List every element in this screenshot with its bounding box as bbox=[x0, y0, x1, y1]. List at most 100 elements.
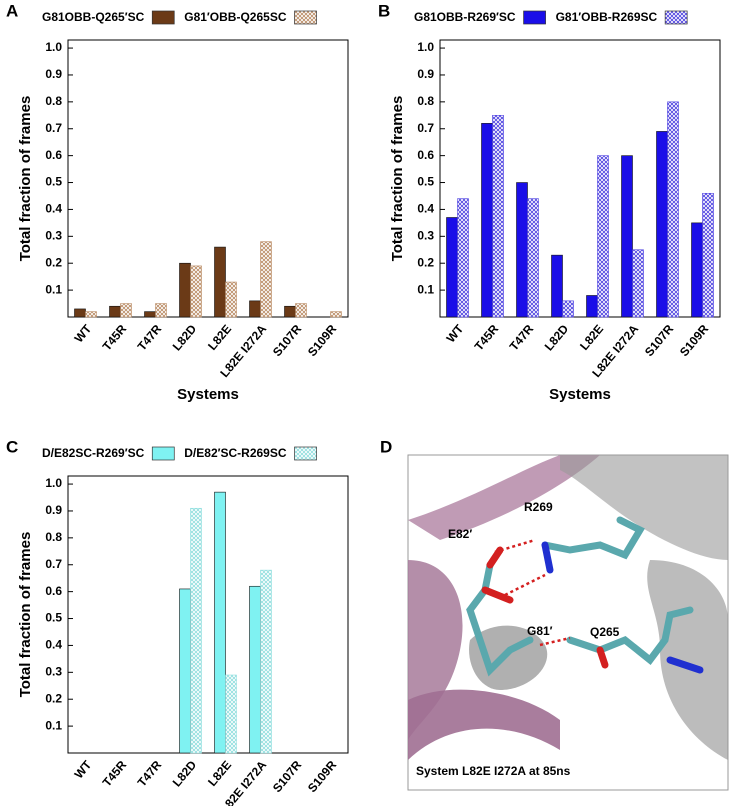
y-tick-label: 0.1 bbox=[45, 282, 62, 296]
bar bbox=[702, 192, 714, 318]
y-tick-label: 0.9 bbox=[45, 503, 62, 517]
x-tick-label: T45R bbox=[100, 322, 130, 354]
structure-panel: D E82′ R269 G81′ Q265 System L82E I272A at 85… bbox=[380, 437, 729, 791]
bar bbox=[330, 311, 342, 318]
bar bbox=[691, 222, 703, 318]
legend-swatch bbox=[294, 446, 317, 461]
x-tick-label: WT bbox=[72, 321, 95, 345]
y-tick-label: 0.9 bbox=[417, 67, 434, 81]
bar bbox=[214, 491, 226, 754]
plot-frame bbox=[67, 475, 349, 754]
x-tick-label: T45R bbox=[472, 322, 502, 354]
x-axis-label: Systems bbox=[549, 386, 611, 403]
bar bbox=[155, 303, 167, 318]
residue-label: E82′ bbox=[448, 527, 472, 541]
y-tick-label: 0.8 bbox=[417, 94, 434, 108]
y-tick-label: 0.4 bbox=[417, 202, 434, 216]
residue-label: G81′ bbox=[527, 624, 553, 638]
hbonds bbox=[494, 538, 571, 647]
x-tick-label: S109R bbox=[305, 758, 340, 795]
legend-label: G81OBB-R269′SC bbox=[414, 10, 516, 24]
x-tick-label: S107R bbox=[642, 322, 677, 359]
bar bbox=[225, 281, 237, 318]
bar bbox=[260, 569, 272, 754]
x-tick-label: S107R bbox=[270, 322, 305, 359]
bar bbox=[225, 674, 237, 754]
bar bbox=[260, 241, 272, 318]
x-tick-label: L82D bbox=[170, 322, 200, 354]
bar bbox=[527, 198, 539, 318]
y-tick-label: 0.2 bbox=[45, 255, 62, 269]
bar bbox=[481, 123, 493, 318]
legend-swatch bbox=[151, 10, 175, 25]
plot-frame bbox=[439, 39, 721, 318]
x-tick-label: L82D bbox=[542, 322, 572, 354]
plot-frame bbox=[67, 39, 349, 318]
x-tick-label: S109R bbox=[677, 322, 712, 359]
y-axis-label: Total fraction of frames bbox=[17, 96, 34, 262]
y-tick-label: 0.6 bbox=[45, 584, 62, 598]
sticks bbox=[466, 516, 704, 677]
bar bbox=[144, 311, 156, 318]
x-tick-label: L82E bbox=[577, 322, 606, 353]
bar bbox=[656, 131, 668, 318]
bar bbox=[516, 182, 528, 318]
y-tick-label: 1.0 bbox=[45, 476, 62, 490]
panel-label: A bbox=[6, 1, 18, 20]
residue-label: Q265 bbox=[590, 625, 620, 639]
bar bbox=[562, 300, 574, 318]
bar bbox=[632, 249, 644, 318]
y-tick-label: 0.7 bbox=[45, 557, 62, 571]
x-tick-label: WT bbox=[72, 757, 95, 781]
legend-swatch bbox=[664, 10, 688, 25]
x-tick-label: T47R bbox=[135, 322, 165, 354]
bar bbox=[249, 585, 261, 754]
x-tick-label: WT bbox=[444, 321, 467, 345]
bar bbox=[667, 101, 679, 318]
legend-swatch bbox=[294, 10, 317, 25]
y-tick-label: 0.1 bbox=[45, 718, 62, 732]
x-tick-label: L82E bbox=[205, 758, 234, 789]
bar bbox=[586, 295, 598, 318]
legend-swatch bbox=[151, 446, 175, 461]
bar bbox=[249, 300, 261, 318]
y-tick-label: 0.6 bbox=[45, 148, 62, 162]
bar bbox=[190, 265, 202, 318]
y-tick-label: 0.5 bbox=[45, 611, 62, 625]
y-tick-label: 0.4 bbox=[45, 638, 62, 652]
bar bbox=[214, 246, 226, 318]
x-tick-label: S107R bbox=[270, 758, 305, 795]
bar bbox=[597, 155, 609, 318]
panel-label: C bbox=[6, 437, 18, 456]
panel-label: D bbox=[380, 437, 392, 456]
y-tick-label: 0.3 bbox=[417, 228, 434, 242]
x-axis-label: Systems bbox=[177, 386, 239, 403]
legend-swatch bbox=[523, 10, 546, 25]
bar bbox=[179, 588, 191, 754]
bar bbox=[179, 262, 191, 318]
structure-image bbox=[408, 455, 728, 760]
y-tick-label: 0.4 bbox=[45, 202, 62, 216]
bar bbox=[190, 507, 202, 754]
bar bbox=[295, 303, 307, 318]
bar bbox=[85, 311, 97, 318]
surface bbox=[560, 455, 728, 560]
bar bbox=[109, 305, 121, 318]
legend-label: G81′OBB-Q265SC bbox=[184, 10, 287, 24]
x-tick-label: T45R bbox=[100, 758, 130, 790]
y-tick-label: 0.2 bbox=[417, 255, 434, 269]
y-axis-label: Total fraction of frames bbox=[17, 532, 34, 698]
x-tick-label: T47R bbox=[135, 758, 165, 790]
bar bbox=[551, 254, 563, 318]
y-tick-label: 0.8 bbox=[45, 530, 62, 544]
legend-label: D/E82SC-R269′SC bbox=[42, 446, 145, 460]
legend-label: D/E82′SC-R269SC bbox=[184, 446, 287, 460]
y-axis-label: Total fraction of frames bbox=[389, 96, 406, 262]
caption: System L82E I272A at 85ns bbox=[416, 764, 571, 778]
bar bbox=[621, 155, 633, 318]
x-tick-label: L82D bbox=[170, 758, 200, 790]
y-tick-label: 0.7 bbox=[417, 121, 434, 135]
x-tick-label: T47R bbox=[507, 322, 537, 354]
bar bbox=[446, 217, 458, 318]
